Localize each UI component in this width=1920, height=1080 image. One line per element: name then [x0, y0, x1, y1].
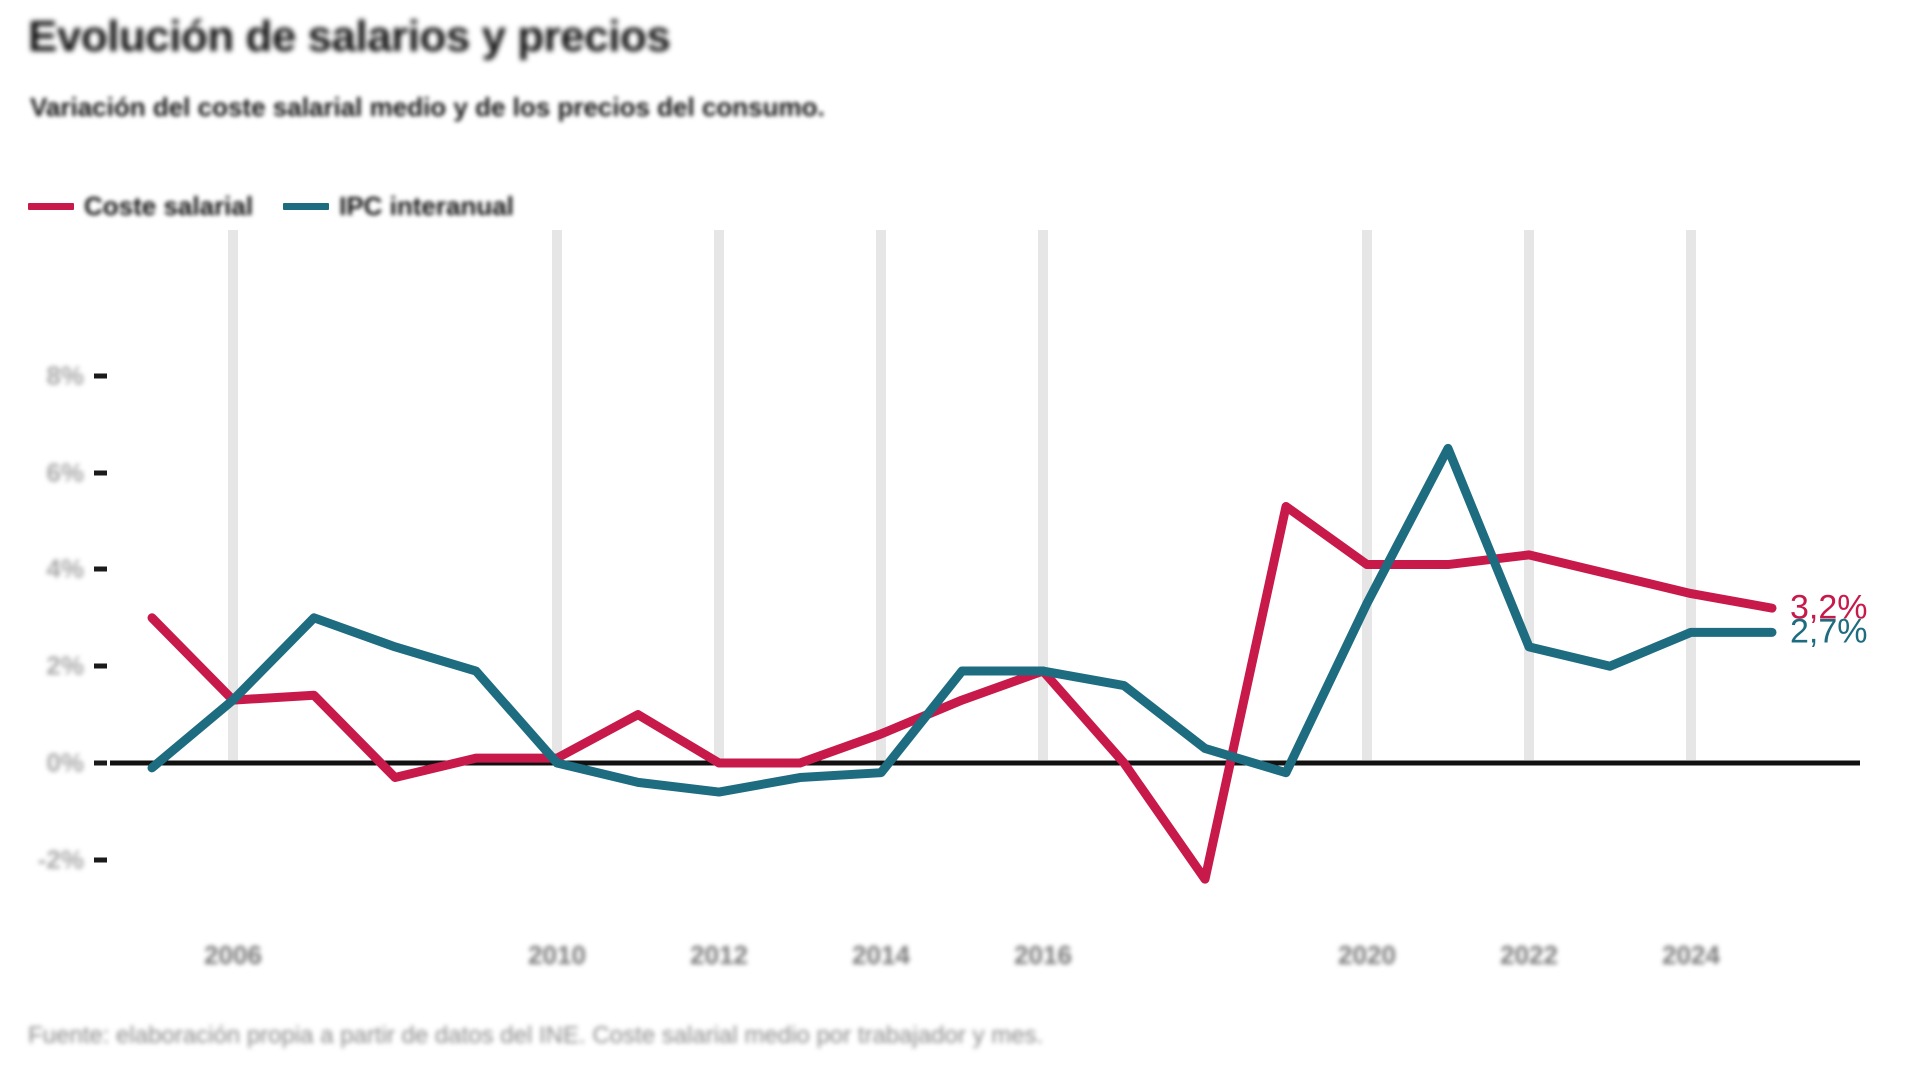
- y-axis-tick-label: 8%: [46, 360, 84, 391]
- x-axis-tick-label: 2020: [1338, 940, 1396, 970]
- legend-item-ipc[interactable]: IPC interanual: [283, 191, 514, 222]
- gridline: [876, 230, 886, 760]
- gridline: [1686, 230, 1696, 760]
- y-axis-tick-label: 0%: [46, 747, 84, 778]
- series-line[interactable]: [147, 501, 1777, 884]
- chart-footnote: Fuente: elaboración propia a partir de d…: [28, 1022, 1044, 1049]
- y-axis-tick-mark: [94, 566, 107, 572]
- page-title: Evolución de salarios y precios: [28, 12, 671, 61]
- chart-series-group: [147, 443, 1777, 884]
- legend-item-coste-salarial[interactable]: Coste salarial: [28, 191, 253, 222]
- gridline: [1038, 230, 1048, 760]
- gridline: [1524, 230, 1534, 760]
- x-axis-tick-label: 2014: [852, 940, 910, 970]
- y-axis-tick-mark: [94, 760, 107, 766]
- x-axis-tick-label: 2012: [690, 940, 748, 970]
- x-axis-tick-label: 2016: [1014, 940, 1072, 970]
- y-axis-tick-mark: [94, 470, 107, 476]
- x-axis-tick-label: 2010: [528, 940, 586, 970]
- y-axis-tick-label: 2%: [46, 650, 84, 681]
- y-axis-tick-mark: [94, 857, 107, 863]
- series-end-value-label: 3,2%: [1790, 588, 1868, 627]
- gridline: [1362, 230, 1372, 760]
- x-axis-tick-label: 2006: [204, 940, 262, 970]
- series-line[interactable]: [147, 443, 1777, 797]
- legend-swatch-coste-salarial: [28, 202, 74, 210]
- series-end-value-label: 2,7%: [1790, 612, 1868, 651]
- y-axis-tick-label: 4%: [46, 553, 84, 584]
- chart-legend: Coste salarial IPC interanual: [28, 186, 514, 226]
- legend-label-coste-salarial: Coste salarial: [84, 190, 254, 221]
- chart-gridlines: [228, 230, 1696, 760]
- y-axis-tick-label: 6%: [46, 457, 84, 488]
- y-axis-tick-mark: [94, 373, 107, 379]
- chart-plot-area: [0, 230, 1920, 930]
- y-axis-tick-mark: [94, 663, 107, 669]
- legend-swatch-ipc: [283, 202, 330, 210]
- y-axis-tick-label: -2%: [37, 844, 84, 875]
- gridline: [552, 230, 562, 760]
- gridline: [714, 230, 724, 760]
- chart-svg: [110, 230, 1860, 884]
- x-axis-tick-label: 2024: [1662, 940, 1720, 970]
- legend-label-ipc: IPC interanual: [339, 190, 514, 221]
- chart-subtitle: Variación del coste salarial medio y de …: [30, 92, 825, 122]
- gridline: [228, 230, 238, 760]
- x-axis-tick-label: 2022: [1500, 940, 1558, 970]
